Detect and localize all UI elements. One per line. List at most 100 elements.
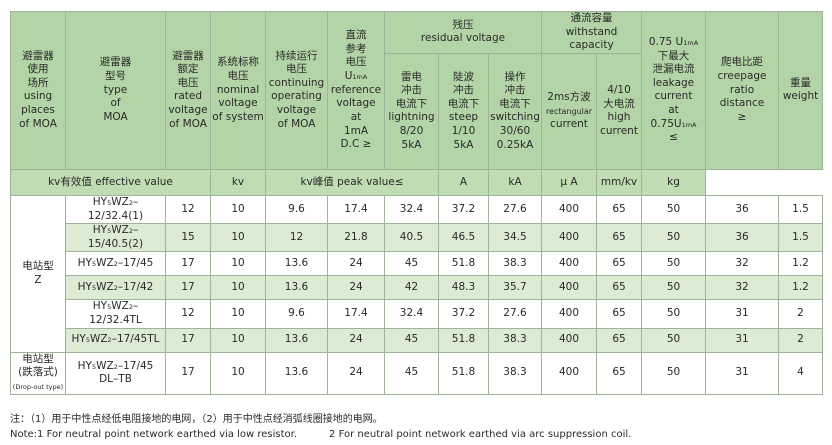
table-row: HY5WZ2–17/42 17 10 13.6 24 42 48.3 35.7 … bbox=[11, 275, 824, 301]
switching-cell: 38.3 bbox=[488, 251, 542, 277]
continuing-cell: 13.6 bbox=[265, 327, 328, 353]
note-english: Note:1 For neutral point network earthed… bbox=[10, 427, 631, 442]
header-withstand: 通流容量 withstand capacity bbox=[540, 11, 643, 54]
rectangular-cell: 400 bbox=[541, 299, 597, 329]
rectangular-cell: 400 bbox=[541, 194, 597, 225]
rated-cell: 17 bbox=[165, 251, 211, 277]
header-type: 避雷器 型号 type of MOA bbox=[65, 11, 166, 170]
table-row: HY5WZ2–17/45 17 10 13.6 24 45 51.8 38.3 … bbox=[11, 251, 824, 277]
steep-cell: 37.2 bbox=[438, 299, 489, 329]
high-current-cell: 65 bbox=[595, 327, 643, 353]
note-english-2: 2 For neutral point network earthed via … bbox=[329, 429, 632, 440]
creepage-cell: 36 bbox=[705, 223, 780, 253]
lightning-cell: 45 bbox=[384, 351, 439, 395]
creepage-cell: 36 bbox=[705, 194, 780, 225]
header-steep: 陡波 冲击 电流下 steep 1/10 5kA bbox=[438, 52, 489, 170]
dc-cell: 17.4 bbox=[327, 299, 385, 329]
creepage-cell: 31 bbox=[705, 299, 780, 329]
dc-cell: 24 bbox=[327, 275, 385, 301]
unit-ua: μ A bbox=[541, 168, 597, 196]
rated-cell: 15 bbox=[165, 223, 211, 253]
rectangular-cell: 400 bbox=[541, 327, 597, 353]
creepage-cell: 32 bbox=[705, 275, 780, 301]
switching-cell: 35.7 bbox=[488, 275, 542, 301]
creepage-cell: 32 bbox=[705, 251, 780, 277]
continuing-cell: 13.6 bbox=[265, 251, 328, 277]
header-rated: 避雷器 额定 电压 rated voltage of MOA bbox=[165, 11, 211, 170]
note-english-1: Note:1 For neutral point network earthed… bbox=[10, 429, 298, 440]
switching-cell: 34.5 bbox=[488, 223, 542, 253]
weight-cell: 1.2 bbox=[778, 251, 824, 277]
weight-cell: 2 bbox=[778, 327, 824, 353]
lightning-cell: 42 bbox=[384, 275, 439, 301]
leakage-cell: 50 bbox=[641, 351, 707, 395]
high-current-cell: 65 bbox=[595, 223, 643, 253]
header-row-1: 避雷器 使用 场所 using places of MOA 避雷器 型号 type of MOA … bbox=[10, 11, 824, 170]
continuing-cell: 9.6 bbox=[265, 194, 328, 225]
header-row-2: 雷电 冲击 电流下 lightning 8/20 5kA 陡波 冲击 电流下 steep 1/10… bbox=[11, 52, 823, 170]
model-cell: HY5WZ2–15/40.5(2) bbox=[65, 223, 166, 253]
rectangular-cell: 400 bbox=[541, 351, 597, 395]
model-cell: HY5WZ2–12/32.4TL bbox=[65, 299, 166, 329]
creepage-cell: 31 bbox=[705, 351, 780, 395]
table-row: 电站型 Z HY5WZ2–12/32.4(1) 12 10 9.6 17.4 32… bbox=[10, 194, 824, 353]
unit-ka: kA bbox=[488, 168, 542, 196]
model-cell: HY5WZ2–17/45 bbox=[65, 251, 166, 277]
rectangular-cell: 400 bbox=[541, 275, 597, 301]
unit-kv-effective: kv有效值 effective value bbox=[10, 168, 211, 196]
lightning-cell: 45 bbox=[384, 327, 439, 353]
header-switching: 操作 冲击 电流下 switching 30/60 0.25kA bbox=[488, 52, 542, 170]
high-current-cell: 65 bbox=[595, 351, 643, 395]
nominal-cell: 10 bbox=[210, 251, 266, 277]
switching-cell: 38.3 bbox=[488, 327, 542, 353]
footnotes: 注：（1）用于中性点经低电阻接地的电网，（2）用于中性点经消弧线圈接地的电网。 … bbox=[10, 412, 631, 442]
nominal-cell: 10 bbox=[210, 351, 266, 395]
rectangular-cell: 400 bbox=[541, 251, 597, 277]
high-current-cell: 65 bbox=[595, 251, 643, 277]
steep-cell: 46.5 bbox=[438, 223, 489, 253]
header-residual: 残压 residual voltage bbox=[384, 11, 542, 54]
model-cell: HY5WZ2–12/32.4(1) bbox=[65, 194, 166, 225]
unit-kg: kg bbox=[641, 168, 707, 196]
continuing-cell: 13.6 bbox=[265, 351, 328, 395]
dc-cell: 17.4 bbox=[327, 194, 385, 225]
rated-cell: 12 bbox=[165, 299, 211, 329]
rated-cell: 17 bbox=[165, 275, 211, 301]
nominal-cell: 10 bbox=[210, 194, 266, 225]
nominal-cell: 10 bbox=[210, 223, 266, 253]
leakage-cell: 50 bbox=[641, 299, 707, 329]
leakage-cell: 50 bbox=[641, 327, 707, 353]
unit-a: A bbox=[438, 168, 489, 196]
nominal-cell: 10 bbox=[210, 327, 266, 353]
header-leakage: 0.75 U1mA 下最大 泄漏电流 leakage current at 0.75U1mA… bbox=[641, 11, 707, 170]
steep-cell: 51.8 bbox=[438, 351, 489, 395]
leakage-cell: 50 bbox=[641, 275, 707, 301]
header-lightning: 雷电 冲击 电流下 lightning 8/20 5kA bbox=[384, 52, 439, 170]
unit-kv: kv bbox=[210, 168, 266, 196]
nominal-cell: 10 bbox=[210, 275, 266, 301]
nominal-cell: 10 bbox=[210, 299, 266, 329]
switching-cell: 27.6 bbox=[488, 299, 542, 329]
steep-cell: 48.3 bbox=[438, 275, 489, 301]
dc-cell: 24 bbox=[327, 327, 385, 353]
lightning-cell: 40.5 bbox=[384, 223, 439, 253]
steep-cell: 37.2 bbox=[438, 194, 489, 225]
table-row: 电站型 (跌落式) (Drop-out type) HY5WZ2–17/45 DL–T… bbox=[10, 351, 824, 395]
weight-cell: 4 bbox=[778, 351, 824, 395]
note-chinese: 注：（1）用于中性点经低电阻接地的电网，（2）用于中性点经消弧线圈接地的电网。 bbox=[10, 414, 383, 425]
table-row: HY5WZ2–12/32.4TL 12 10 9.6 17.4 32.4 37.… bbox=[11, 299, 824, 329]
leakage-cell: 50 bbox=[641, 251, 707, 277]
continuing-cell: 12 bbox=[265, 223, 328, 253]
weight-cell: 1.2 bbox=[778, 275, 824, 301]
header-nominal: 系统标称 电压 nominal voltage of system bbox=[210, 11, 266, 170]
continuing-cell: 9.6 bbox=[265, 299, 328, 329]
switching-cell: 27.6 bbox=[488, 194, 542, 225]
weight-cell: 1.5 bbox=[778, 223, 824, 253]
lightning-cell: 32.4 bbox=[384, 299, 439, 329]
header-continuing: 持续运行 电压 continuing operating voltage of MOA bbox=[265, 11, 328, 170]
high-current-cell: 65 bbox=[595, 275, 643, 301]
creepage-cell: 31 bbox=[705, 327, 780, 353]
header-rectangular: 2ms方波 rectangular current bbox=[541, 52, 597, 170]
unit-kv-peak: kv峰值 peak value≤ bbox=[265, 168, 439, 196]
